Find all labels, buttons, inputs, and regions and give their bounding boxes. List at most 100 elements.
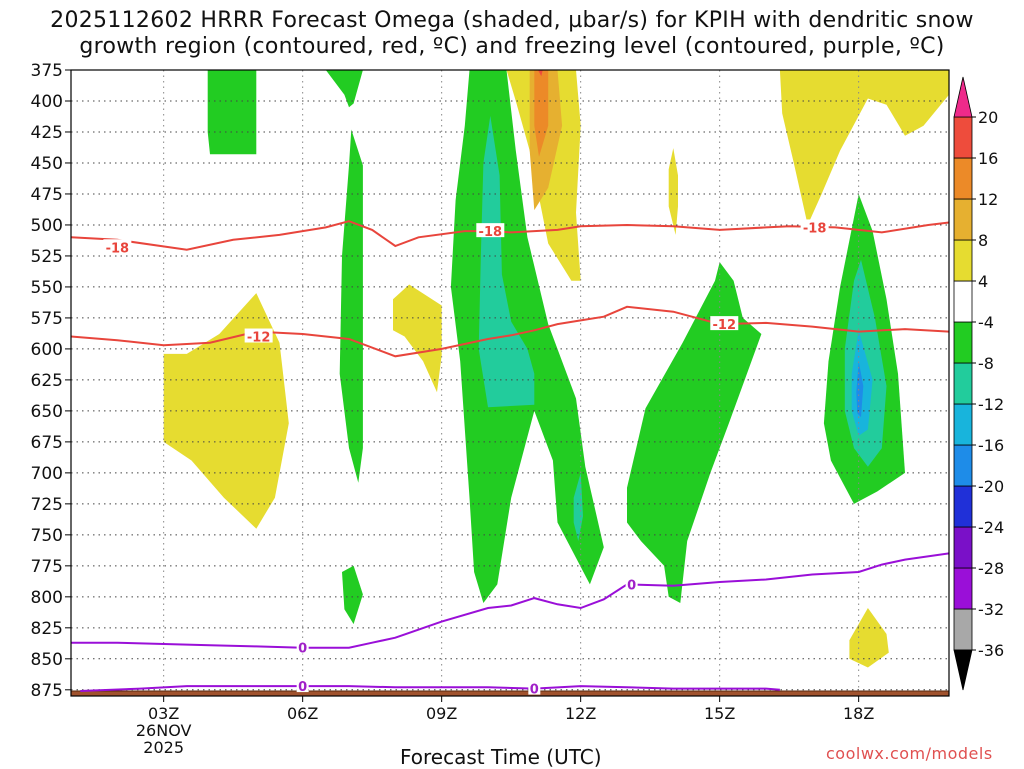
colorbar-label-5: -4: [978, 313, 994, 332]
y-tick-label-4: 475: [31, 185, 63, 205]
colorbar-segment-3: [953, 485, 973, 528]
contour-label-5: 0: [298, 642, 307, 657]
colorbar-segment-5: [953, 403, 973, 446]
colorbar-label-10: -24: [978, 518, 1004, 537]
omega-region-1: [393, 284, 442, 393]
omega-region-9: [207, 70, 257, 155]
chart-title-line2: growth region (contoured, red, ºC) and f…: [79, 34, 945, 59]
colorbar-segment-4: [953, 444, 973, 487]
y-tick-label-1: 400: [31, 92, 63, 112]
contour-label-6: 0: [298, 680, 307, 695]
contour-label-8: 0: [627, 578, 636, 593]
contour-label-bg-4: [710, 316, 739, 331]
y-tick-label-16: 775: [31, 557, 63, 577]
y-tick-label-6: 525: [31, 247, 63, 267]
omega-region-5: [538, 70, 543, 77]
omega-region-14: [627, 262, 762, 603]
colorbar-segment-12: [953, 116, 973, 159]
colorbar-under-triangle: [953, 649, 973, 691]
y-tick-label-7: 550: [31, 278, 63, 298]
omega-shading: [163, 70, 949, 668]
x-axis-label: Forecast Time (UTC): [400, 745, 602, 769]
contour-freezing-3: [80, 685, 780, 692]
colorbar-segment-10: [953, 198, 973, 241]
contour-label-bg-1: [476, 223, 505, 238]
colorbar-segment-2: [953, 526, 973, 569]
x-tick-year-0: 2025: [143, 738, 184, 757]
omega-region-8: [849, 608, 889, 668]
y-tick-label-18: 825: [31, 619, 63, 639]
y-tick-label-5: 500: [31, 216, 63, 236]
colorbar-over-triangle: [953, 76, 973, 118]
colorbar-segment-8: [953, 280, 973, 323]
contour-label-3: -12: [247, 331, 271, 346]
colorbar-segment-9: [953, 239, 973, 282]
colorbar-label-4: 4: [978, 272, 988, 291]
colorbar-label-2: 12: [978, 190, 998, 209]
x-tick-label-0: 03Z: [148, 704, 179, 723]
y-tick-label-17: 800: [31, 588, 63, 608]
contour-labels: -18 -18 -18 -12 -12 0 0 0 0: [103, 219, 829, 698]
colorbar-label-8: -16: [978, 436, 1004, 455]
contour-label-1: -18: [479, 225, 503, 240]
omega-region-12: [342, 565, 363, 625]
y-tick-label-14: 725: [31, 495, 63, 515]
omega-region-11: [339, 129, 363, 483]
credit-link[interactable]: coolwx.com/models: [826, 744, 993, 763]
colorbar-label-12: -32: [978, 600, 1004, 619]
colorbar-segment-6: [953, 362, 973, 405]
contour-label-bg-5: [296, 639, 309, 654]
y-tick-label-9: 600: [31, 340, 63, 360]
y-tick-label-19: 850: [31, 650, 63, 670]
contour-label-0: -18: [106, 241, 130, 256]
colorbar-label-6: -8: [978, 354, 994, 373]
y-tick-label-15: 750: [31, 526, 63, 546]
x-tick-date-0: 26NOV: [136, 721, 192, 740]
y-tick-label-8: 575: [31, 309, 63, 329]
omega-region-4: [534, 70, 549, 157]
y-tick-label-20: 875: [31, 681, 63, 701]
colorbar-label-3: 8: [978, 231, 988, 250]
contour-label-4: -12: [713, 318, 737, 333]
y-tick-label-0: 375: [31, 61, 63, 81]
colorbar-label-1: 16: [978, 149, 998, 168]
y-tick-label-12: 675: [31, 433, 63, 453]
colorbar-segment-11: [953, 157, 973, 200]
contour-temp-1: [71, 305, 949, 358]
y-tick-label-10: 625: [31, 371, 63, 391]
colorbar-segment-7: [953, 321, 973, 364]
colorbar-segment-1: [953, 567, 973, 610]
contour-label-bg-7: [528, 680, 541, 695]
y-tick-label-3: 450: [31, 154, 63, 174]
x-tick-label-1: 06Z: [287, 704, 318, 723]
y-axis: 375 400 425 450 475 500 525 550 575 600 625 650 675 7…: [31, 61, 71, 701]
plot-frame: [70, 69, 950, 697]
contour-label-7: 0: [530, 683, 539, 698]
omega-region-7: [779, 70, 949, 225]
contour-freezing-2: [71, 552, 949, 649]
contour-label-bg-3: [244, 328, 273, 343]
contour-label-2: -18: [803, 221, 827, 236]
contour-label-bg-8: [625, 576, 638, 591]
x-tick-label-3: 12Z: [565, 704, 596, 723]
terrain-fill: [71, 690, 949, 696]
colorbar-label-0: 20: [978, 108, 998, 127]
colorbar-label-9: -20: [978, 477, 1004, 496]
colorbar-segment-0: [953, 608, 973, 651]
contour-label-bg-2: [800, 219, 829, 234]
x-tick-label-5: 18Z: [843, 704, 874, 723]
chart-title-line1: 2025112602 HRRR Forecast Omega (shaded, …: [50, 8, 974, 33]
colorbar-label-11: -28: [978, 559, 1004, 578]
omega-region-10: [325, 70, 363, 108]
colorbar-label-13: -36: [978, 641, 1004, 660]
omega-region-20: [856, 361, 864, 418]
y-tick-label-2: 425: [31, 123, 63, 143]
omega-region-16: [478, 115, 535, 408]
x-tick-label-4: 15Z: [704, 704, 735, 723]
y-tick-label-11: 650: [31, 402, 63, 422]
contour-label-bg-6: [296, 678, 309, 693]
colorbar: 20 16 12 8 4 -4 -8 -12 -16 -20 -24 -28 -32 -36: [953, 76, 1004, 691]
x-tick-label-2: 09Z: [426, 704, 457, 723]
